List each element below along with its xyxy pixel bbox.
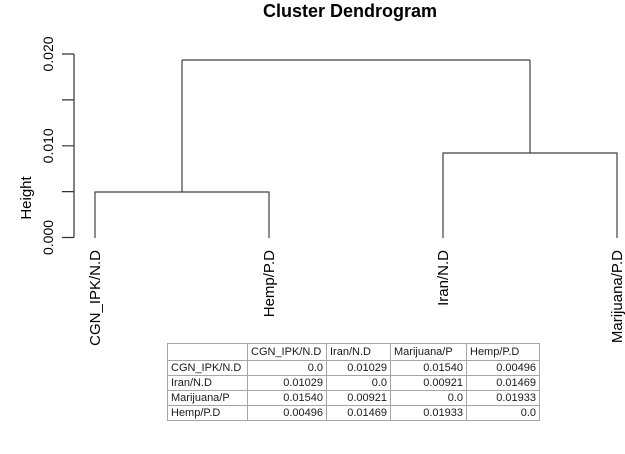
col-header-hemp: Hemp/P.D	[466, 343, 540, 361]
chart-title: Cluster Dendrogram	[263, 1, 437, 21]
leaf-label-iran: Iran/N.D	[435, 250, 452, 306]
table-header-row: CGN_IPK/N.D Iran/N.D Marijuana/P Hemp/P.…	[167, 343, 540, 361]
cell-value: 0.0	[390, 390, 467, 406]
leaf-label-marijuana: Marijuana/P.D	[609, 250, 625, 343]
row-label-hemp: Hemp/P.D	[167, 405, 248, 421]
col-header-cgn-ipk: CGN_IPK/N.D	[247, 343, 327, 361]
cell-value: 0.01933	[466, 390, 540, 406]
corner-cell	[167, 343, 248, 361]
y-axis-label: Height	[18, 175, 35, 219]
cell-value: 0.01933	[390, 405, 467, 421]
cell-value: 0.01540	[390, 360, 467, 376]
distance-matrix: CGN_IPK/N.D Iran/N.D Marijuana/P Hemp/P.…	[167, 343, 540, 421]
dendrogram-right-cluster-link	[442, 152, 618, 238]
table-row: Marijuana/P 0.01540 0.00921 0.0 0.01933	[167, 390, 540, 406]
row-label-marijuana: Marijuana/P	[167, 390, 248, 406]
cell-value: 0.0	[466, 405, 540, 421]
table-row: Iran/N.D 0.01029 0.0 0.00921 0.01469	[167, 375, 540, 391]
cell-value: 0.01469	[326, 405, 391, 421]
cell-value: 0.00921	[326, 390, 391, 406]
cell-value: 0.01029	[326, 360, 391, 376]
y-tick-label-1: 0.010	[40, 128, 56, 163]
cell-value: 0.01540	[247, 390, 327, 406]
cell-value: 0.0	[247, 360, 327, 376]
y-axis-ticks	[62, 53, 74, 239]
y-tick-label-0: 0.000	[40, 220, 56, 255]
cell-value: 0.00496	[247, 405, 327, 421]
distance-matrix-table: CGN_IPK/N.D Iran/N.D Marijuana/P Hemp/P.…	[167, 343, 540, 421]
cell-value: 0.01029	[247, 375, 327, 391]
leaf-label-hemp: Hemp/P.D	[261, 250, 278, 317]
cell-value: 0.00496	[466, 360, 540, 376]
table-row: CGN_IPK/N.D 0.0 0.01029 0.01540 0.00496	[167, 360, 540, 376]
y-tick-label-2: 0.020	[40, 36, 56, 71]
col-header-marijuana: Marijuana/P	[390, 343, 467, 361]
cell-value: 0.00921	[390, 375, 467, 391]
dendrogram-left-cluster-link	[94, 191, 270, 238]
table-row: Hemp/P.D 0.00496 0.01469 0.01933 0.0	[167, 405, 540, 421]
col-header-iran: Iran/N.D	[326, 343, 391, 361]
dendrogram-plot: Cluster Dendrogram Height 0.000 0.010 0.…	[18, 1, 625, 346]
row-label-cgn-ipk: CGN_IPK/N.D	[167, 360, 248, 376]
leaf-label-cgn-ipk: CGN_IPK/N.D	[87, 250, 104, 346]
cell-value: 0.0	[326, 375, 391, 391]
row-label-iran: Iran/N.D	[167, 375, 248, 391]
cell-value: 0.01469	[466, 375, 540, 391]
